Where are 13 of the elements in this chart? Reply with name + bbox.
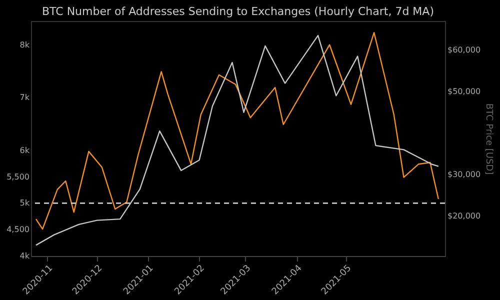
y-tick-label: 5k: [20, 198, 30, 208]
y2-axis-title: BTC Price [USD]: [484, 103, 494, 175]
chart-title: BTC Number of Addresses Sending to Exchanges (Hourly Chart, 7d MA): [42, 5, 434, 18]
y-tick-label: 4,500: [6, 225, 30, 234]
y2-tick-label: $60,000: [448, 46, 481, 55]
y-tick-label: 8k: [20, 40, 30, 50]
y2-tick-label: $30,000: [448, 170, 481, 180]
y-tick-label: 6k: [20, 146, 30, 155]
y-tick-label: 4k: [20, 252, 30, 260]
y-tick-label: 7k: [20, 93, 30, 102]
y-tick-label: 5,500: [6, 172, 30, 182]
y2-tick-label: $50,000: [448, 87, 481, 96]
y2-tick-label: $20,000: [448, 212, 481, 221]
